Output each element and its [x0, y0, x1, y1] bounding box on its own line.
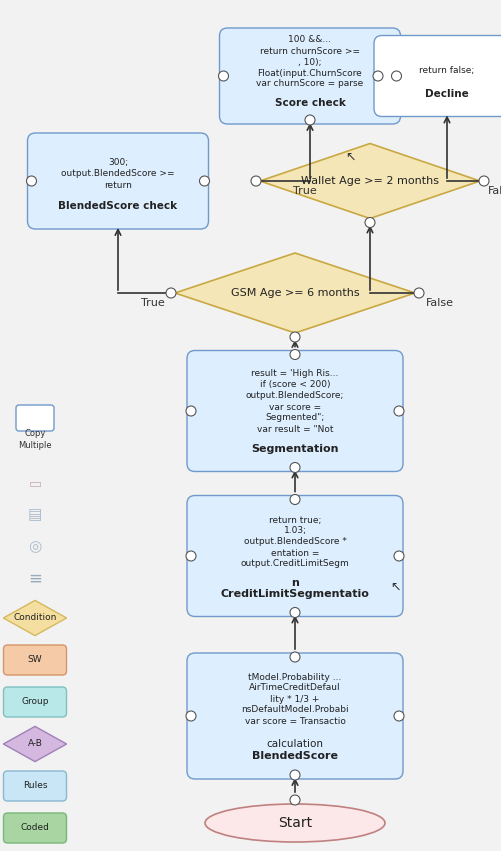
Text: return false;: return false;	[418, 66, 473, 76]
Text: False: False	[425, 298, 453, 308]
Text: output.BlendedScore *: output.BlendedScore *	[243, 538, 346, 546]
Circle shape	[393, 406, 403, 416]
Text: Start: Start	[278, 816, 312, 830]
Text: 300;: 300;	[108, 157, 128, 167]
Text: calculation: calculation	[266, 739, 323, 749]
Circle shape	[290, 462, 300, 472]
Text: result = 'High Ris...: result = 'High Ris...	[251, 369, 338, 379]
Polygon shape	[4, 727, 67, 762]
Text: , 10);: , 10);	[298, 58, 321, 66]
Text: Coded: Coded	[21, 824, 49, 832]
Circle shape	[393, 551, 403, 561]
Polygon shape	[175, 253, 414, 333]
Circle shape	[290, 608, 300, 618]
Text: ▭: ▭	[29, 476, 42, 490]
Circle shape	[186, 406, 195, 416]
Circle shape	[186, 551, 195, 561]
Text: ◎: ◎	[29, 540, 42, 555]
Text: ≡: ≡	[28, 570, 42, 588]
Circle shape	[391, 71, 401, 81]
Text: BlendedScore check: BlendedScore check	[58, 201, 177, 211]
Text: AirTimeCreditDefaul: AirTimeCreditDefaul	[248, 683, 340, 693]
Circle shape	[290, 770, 300, 780]
Text: Decline: Decline	[424, 89, 468, 99]
Text: Wallet Age >= 2 months: Wallet Age >= 2 months	[301, 176, 438, 186]
Text: BlendedScore: BlendedScore	[252, 751, 337, 761]
FancyBboxPatch shape	[219, 28, 400, 124]
Text: Condition: Condition	[14, 614, 57, 622]
Text: entation =: entation =	[270, 549, 319, 557]
Circle shape	[290, 494, 300, 505]
Text: SW: SW	[28, 655, 42, 665]
FancyBboxPatch shape	[16, 405, 54, 431]
Text: var result = "Not: var result = "Not	[256, 425, 333, 433]
Circle shape	[364, 218, 374, 227]
Circle shape	[290, 652, 300, 662]
Text: 1.03;: 1.03;	[283, 527, 306, 535]
Text: True: True	[293, 186, 316, 196]
Ellipse shape	[204, 804, 384, 842]
Text: output.BlendedScore;: output.BlendedScore;	[245, 391, 344, 401]
Circle shape	[186, 711, 195, 721]
Text: ↖: ↖	[344, 151, 355, 164]
FancyBboxPatch shape	[4, 645, 66, 675]
Circle shape	[372, 71, 382, 81]
Text: n: n	[291, 578, 298, 588]
Text: return: return	[104, 181, 132, 191]
FancyBboxPatch shape	[4, 687, 66, 717]
Text: return true;: return true;	[268, 516, 321, 524]
Text: ▤: ▤	[28, 507, 42, 523]
Circle shape	[250, 176, 261, 186]
FancyBboxPatch shape	[4, 813, 66, 843]
Text: lity * 1/3 +: lity * 1/3 +	[270, 694, 319, 704]
Text: True: True	[141, 298, 164, 308]
FancyBboxPatch shape	[28, 133, 208, 229]
Circle shape	[290, 795, 300, 805]
Text: 100 &&...: 100 &&...	[288, 36, 331, 44]
Circle shape	[166, 288, 176, 298]
FancyBboxPatch shape	[187, 351, 402, 471]
Text: Copy: Copy	[24, 430, 46, 438]
Text: return churnScore >=: return churnScore >=	[260, 47, 359, 55]
Text: var churnScore = parse: var churnScore = parse	[256, 79, 363, 89]
Text: ↖: ↖	[389, 581, 400, 594]
Circle shape	[199, 176, 209, 186]
Text: var score =: var score =	[269, 403, 321, 412]
Text: output.CreditLimitSegm: output.CreditLimitSegm	[240, 559, 349, 568]
Text: tModel.Probability ...: tModel.Probability ...	[248, 672, 341, 682]
Text: False: False	[487, 186, 501, 196]
Polygon shape	[4, 601, 67, 636]
Text: Group: Group	[21, 698, 49, 706]
Text: output.BlendedScore >=: output.BlendedScore >=	[61, 169, 174, 179]
Text: A-B: A-B	[28, 740, 43, 749]
Circle shape	[305, 115, 314, 125]
FancyBboxPatch shape	[373, 36, 501, 117]
Text: var score = Transactio: var score = Transactio	[244, 717, 345, 726]
Text: Multiple: Multiple	[18, 442, 52, 450]
Circle shape	[27, 176, 37, 186]
Circle shape	[290, 350, 300, 359]
Text: nsDefaultModel.Probabi: nsDefaultModel.Probabi	[240, 705, 348, 715]
FancyBboxPatch shape	[187, 495, 402, 616]
Text: Score check: Score check	[274, 98, 345, 108]
Text: Float(input.ChurnScore: Float(input.ChurnScore	[257, 68, 362, 77]
Circle shape	[218, 71, 228, 81]
Circle shape	[478, 176, 488, 186]
Text: if (score < 200): if (score < 200)	[259, 380, 330, 390]
Circle shape	[413, 288, 423, 298]
Circle shape	[290, 332, 300, 342]
Text: Rules: Rules	[23, 781, 47, 791]
Circle shape	[393, 711, 403, 721]
Polygon shape	[260, 144, 479, 219]
FancyBboxPatch shape	[187, 653, 402, 779]
Text: Segmentation: Segmentation	[250, 444, 338, 454]
Text: Segmented";: Segmented";	[265, 414, 324, 422]
Text: CreditLimitSegmentatio: CreditLimitSegmentatio	[220, 589, 369, 599]
FancyBboxPatch shape	[4, 771, 66, 801]
Text: GSM Age >= 6 months: GSM Age >= 6 months	[230, 288, 359, 298]
